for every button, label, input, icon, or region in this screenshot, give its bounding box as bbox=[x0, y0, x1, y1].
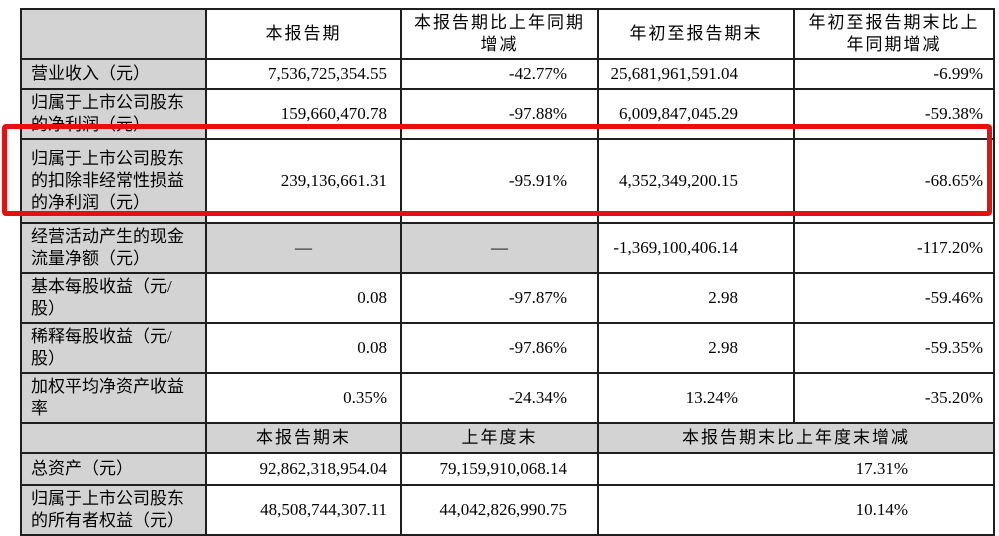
row-label-cell: 总资产（元） bbox=[20, 452, 207, 486]
value-cell: 48,508,744,307.11 bbox=[205, 484, 402, 536]
table-row-total-assets: 总资产（元） 92,862,318,954.04 79,159,910,068.… bbox=[20, 452, 995, 486]
header-current-period: 本报告期 bbox=[205, 8, 402, 60]
value-cell: 159,660,470.78 bbox=[205, 88, 402, 140]
value-cell: -97.88% bbox=[400, 88, 599, 140]
table-row-operating-cashflow: 经营活动产生的现金 流量净额（元） — — -1,369,100,406.14 … bbox=[20, 222, 995, 274]
value-cell: -59.38% bbox=[793, 88, 995, 140]
value-cell: 92,862,318,954.04 bbox=[205, 452, 402, 486]
value-cell: -97.86% bbox=[400, 322, 599, 374]
value-cell: 0.35% bbox=[205, 372, 402, 424]
header-ytd-change: 年初至报告期末比上 年同期增减 bbox=[793, 8, 995, 60]
row-label-cell: 稀释每股收益（元/ 股） bbox=[20, 322, 207, 374]
row-label-cell: 基本每股收益（元/ 股） bbox=[20, 272, 207, 324]
value-cell: 79,159,910,068.14 bbox=[400, 452, 599, 486]
value-cell: 25,681,961,591.04 bbox=[597, 58, 795, 90]
value-cell: 2.98 bbox=[597, 272, 795, 324]
table-row-shareholders-equity: 归属于上市公司股东 的所有者权益（元） 48,508,744,307.11 44… bbox=[20, 484, 995, 536]
value-cell: -59.35% bbox=[793, 322, 995, 374]
value-cell: -42.77% bbox=[400, 58, 599, 90]
table-row-net-profit: 归属于上市公司股东 的净利润（元） 159,660,470.78 -97.88%… bbox=[20, 88, 995, 140]
value-cell: -6.99% bbox=[793, 58, 995, 90]
corner-cell-2 bbox=[20, 422, 207, 454]
row-label-cell: 归属于上市公司股东 的净利润（元） bbox=[20, 88, 207, 140]
value-cell: -117.20% bbox=[793, 222, 995, 274]
header-ytd: 年初至报告期末 bbox=[597, 8, 795, 60]
table-row-diluted-eps: 稀释每股收益（元/ 股） 0.08 -97.86% 2.98 -59.35% bbox=[20, 322, 995, 374]
value-cell-dash: — bbox=[205, 222, 402, 274]
value-cell: -97.87% bbox=[400, 272, 599, 324]
row-label-cell: 归属于上市公司股东 的扣除非经常性损益 的净利润（元） bbox=[20, 138, 207, 224]
value-cell: -95.91% bbox=[400, 138, 599, 224]
header-period-change: 本报告期比上年同期 增减 bbox=[400, 8, 599, 60]
row-label-cell: 经营活动产生的现金 流量净额（元） bbox=[20, 222, 207, 274]
table-row-weighted-roe: 加权平均净资产收益 率 0.35% -24.34% 13.24% -35.20% bbox=[20, 372, 995, 424]
row-label-cell: 加权平均净资产收益 率 bbox=[20, 372, 207, 424]
header-row-period: 本报告期 本报告期比上年同期 增减 年初至报告期末 年初至报告期末比上 年同期增… bbox=[20, 8, 995, 60]
value-cell: 10.14% bbox=[597, 484, 995, 536]
row-label-cell: 归属于上市公司股东 的所有者权益（元） bbox=[20, 484, 207, 536]
table-row-basic-eps: 基本每股收益（元/ 股） 0.08 -97.87% 2.98 -59.46% bbox=[20, 272, 995, 324]
value-cell: 0.08 bbox=[205, 322, 402, 374]
table-row-deducted-net-profit-highlighted: 归属于上市公司股东 的扣除非经常性损益 的净利润（元） 239,136,661.… bbox=[20, 138, 995, 224]
value-cell: 4,352,349,200.15 bbox=[597, 138, 795, 224]
value-cell: -24.34% bbox=[400, 372, 599, 424]
value-cell: 6,009,847,045.29 bbox=[597, 88, 795, 140]
value-cell: -1,369,100,406.14 bbox=[597, 222, 795, 274]
header-period-end-change: 本报告期末比上年度末增减 bbox=[597, 422, 995, 454]
table-row-revenue: 营业收入（元） 7,536,725,354.55 -42.77% 25,681,… bbox=[20, 58, 995, 90]
value-cell: 7,536,725,354.55 bbox=[205, 58, 402, 90]
value-cell: -68.65% bbox=[793, 138, 995, 224]
row-label-cell: 营业收入（元） bbox=[20, 58, 207, 90]
value-cell: 239,136,661.31 bbox=[205, 138, 402, 224]
value-cell: 44,042,826,990.75 bbox=[400, 484, 599, 536]
value-cell: 2.98 bbox=[597, 322, 795, 374]
value-cell: 0.08 bbox=[205, 272, 402, 324]
header-row-period-end: 本报告期末 上年度末 本报告期末比上年度末增减 bbox=[20, 422, 995, 454]
value-cell: 17.31% bbox=[597, 452, 995, 486]
value-cell: -59.46% bbox=[793, 272, 995, 324]
header-prev-year-end: 上年度末 bbox=[400, 422, 599, 454]
financial-summary-table: 本报告期 本报告期比上年同期 增减 年初至报告期末 年初至报告期末比上 年同期增… bbox=[20, 8, 995, 536]
value-cell-dash: — bbox=[400, 222, 599, 274]
header-period-end: 本报告期末 bbox=[205, 422, 402, 454]
value-cell: -35.20% bbox=[793, 372, 995, 424]
value-cell: 13.24% bbox=[597, 372, 795, 424]
corner-cell bbox=[20, 8, 207, 60]
